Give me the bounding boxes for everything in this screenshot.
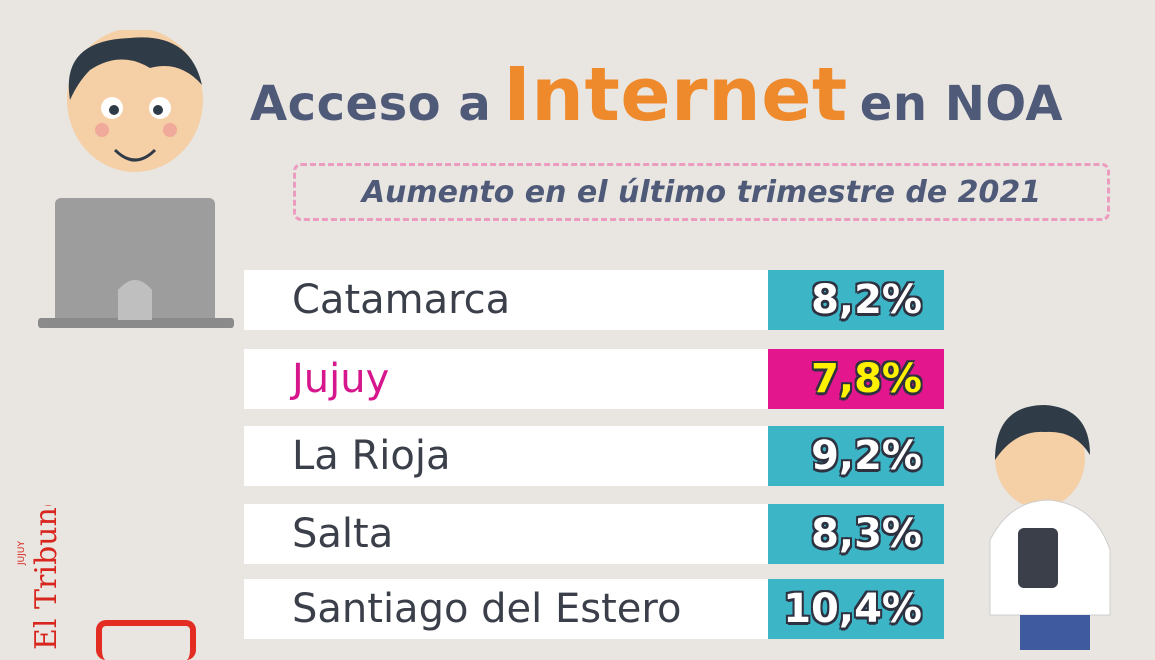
row-label: Santiago del Estero bbox=[244, 579, 768, 639]
table-row: La Rioja 9,2% bbox=[244, 426, 944, 486]
row-label: Salta bbox=[244, 504, 768, 564]
title-part2: en NOA bbox=[859, 76, 1064, 132]
row-label: Jujuy bbox=[244, 349, 768, 409]
laptop-shape bbox=[55, 198, 215, 326]
logo-sub: JUJUY bbox=[17, 541, 27, 566]
boy-laptop-illustration bbox=[38, 30, 234, 328]
red-icon bbox=[96, 620, 196, 660]
table-row: Santiago del Estero 10,4% bbox=[244, 579, 944, 639]
table-row: Catamarca 8,2% bbox=[244, 270, 944, 330]
boy-phone-illustration bbox=[989, 405, 1111, 650]
row-value: 10,4% bbox=[768, 579, 944, 639]
hair-shape bbox=[68, 37, 202, 100]
row-label: La Rioja bbox=[244, 426, 768, 486]
subtitle-box: Aumento en el último trimestre de 2021 bbox=[293, 163, 1110, 221]
phone-shape bbox=[1018, 528, 1058, 588]
chart-title: Acceso a Internet en NOA bbox=[250, 52, 1130, 152]
chart-subtitle: Aumento en el último trimestre de 2021 bbox=[361, 174, 1042, 210]
row-value: 9,2% bbox=[768, 426, 944, 486]
logo-text: El Tribuno bbox=[29, 505, 64, 650]
row-value: 8,3% bbox=[768, 504, 944, 564]
table-row: Jujuy 7,8% bbox=[244, 349, 944, 409]
publisher-logo: El Tribuno JUJUY bbox=[6, 489, 66, 650]
table-row: Salta 8,3% bbox=[244, 504, 944, 564]
row-value: 7,8% bbox=[768, 349, 944, 409]
title-highlight: Internet bbox=[503, 52, 848, 138]
title-part1: Acceso a bbox=[250, 76, 492, 132]
row-value: 8,2% bbox=[768, 270, 944, 330]
row-label: Catamarca bbox=[244, 270, 768, 330]
